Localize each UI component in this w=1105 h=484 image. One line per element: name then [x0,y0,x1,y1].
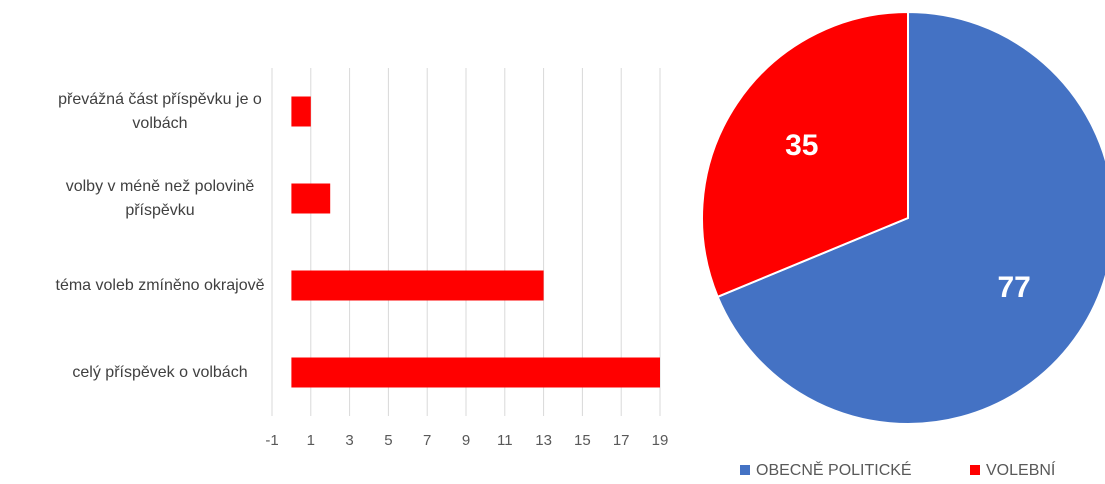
bar [291,183,331,214]
x-tick-label: 9 [462,432,470,449]
pie-slice [701,10,909,299]
legend-swatch [740,465,750,475]
x-tick-label: 13 [535,432,552,449]
x-tick-label: 11 [497,432,513,449]
x-tick-label: -1 [265,432,278,449]
legend-label: VOLEBNÍ [986,460,1056,479]
category-label: téma voleb zmíněno okrajově [55,276,265,294]
x-tick-label: 7 [423,432,431,449]
data-label: 77 [998,271,1031,304]
x-tick-label: 15 [574,432,591,449]
x-tick-label: 17 [613,432,630,449]
bar [291,270,544,301]
legend-swatch [970,465,980,475]
bar [291,96,311,127]
data-label: 35 [785,129,818,162]
category-label: volby v méně než polovině příspěvku [65,177,255,219]
x-tick-label: 3 [345,432,353,449]
category-label: převážná část příspěvku je o volbách [58,90,262,132]
legend-label: OBECNĚ POLITICKÉ [756,460,912,479]
x-tick-label: 1 [307,432,315,449]
pie-slice [716,10,1105,425]
x-tick-label: 19 [652,432,669,449]
bar [291,357,660,388]
x-tick-label: 5 [384,432,392,449]
category-label: celý příspěvek o volbách [72,363,248,381]
